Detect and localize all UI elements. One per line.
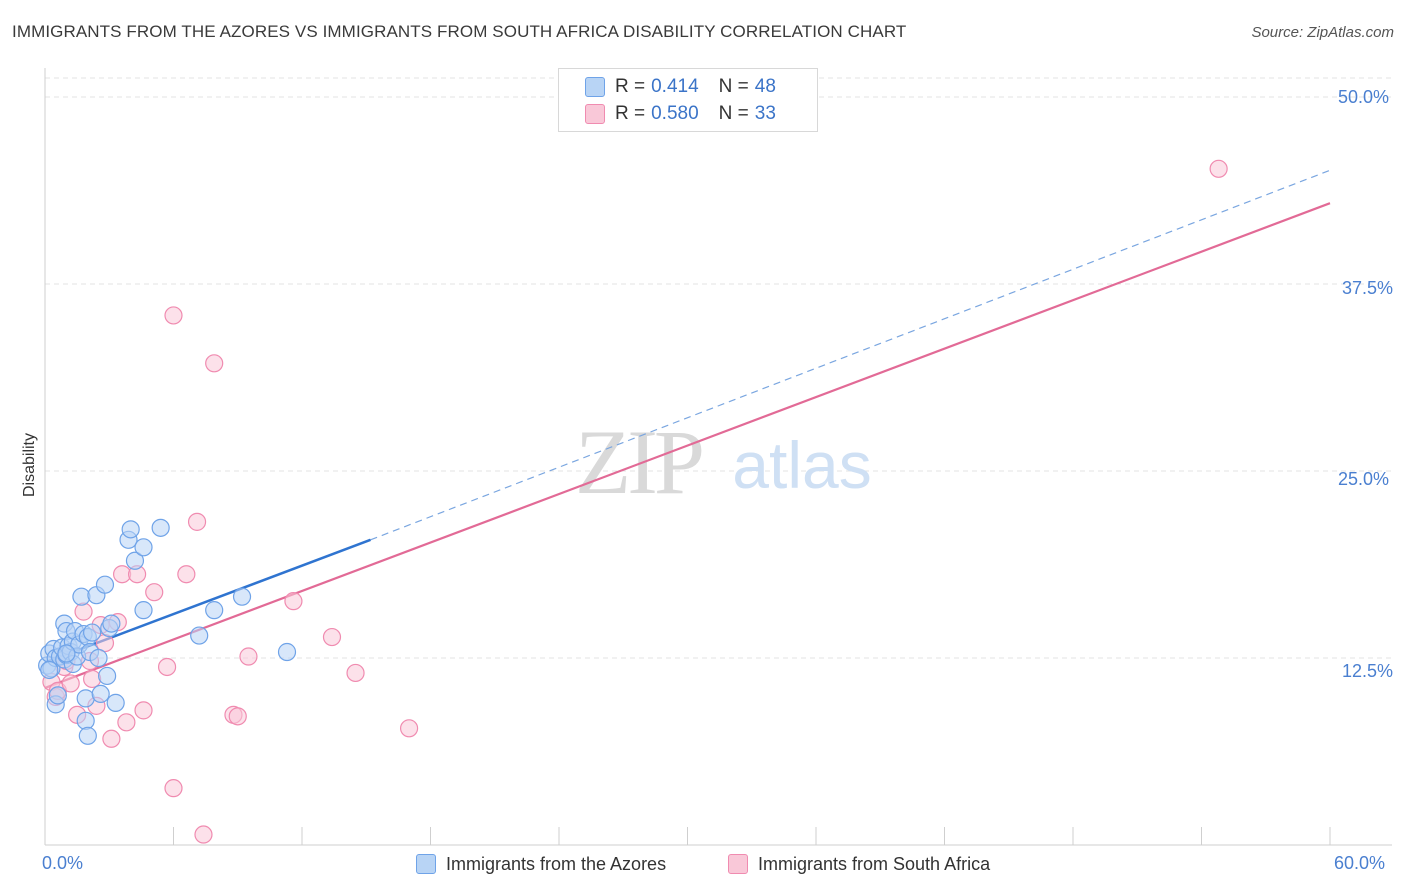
n-label: N = xyxy=(718,103,749,124)
data-point-south-africa xyxy=(74,602,93,621)
trend-line-azores-extended xyxy=(370,169,1331,541)
data-point-south-africa xyxy=(194,825,213,844)
data-point-south-africa xyxy=(102,729,121,748)
data-point-south-africa xyxy=(239,647,258,666)
r-label: R = xyxy=(615,103,646,124)
legend-row-south-africa: R = 0.580 N = 33 xyxy=(585,102,776,126)
grid-lines xyxy=(45,77,1392,659)
data-point-south-africa xyxy=(322,627,342,647)
data-point-azores xyxy=(134,601,153,620)
y-axis-label: Disability xyxy=(21,433,38,498)
legend-item-azores: Immigrants from the Azores xyxy=(416,852,666,876)
r-label: R = xyxy=(615,76,646,97)
data-point-south-africa xyxy=(205,354,224,373)
data-point-azores xyxy=(48,686,67,705)
legend-label: Immigrants from the Azores xyxy=(446,853,667,874)
watermark: ZIP atlas xyxy=(575,411,872,513)
data-point-south-africa xyxy=(177,565,196,584)
source-label: Source: ZipAtlas.com xyxy=(1251,24,1394,41)
axes xyxy=(44,68,1392,846)
watermark-atlas: atlas xyxy=(732,428,871,502)
data-point-south-africa xyxy=(157,657,177,677)
data-point-azores xyxy=(78,726,97,745)
y-tick-label: 25.0% xyxy=(1338,469,1390,489)
data-point-south-africa xyxy=(187,512,207,531)
x-tick-label: 0.0% xyxy=(42,853,84,873)
y-tick-label: 12.5% xyxy=(1342,661,1394,681)
data-point-south-africa xyxy=(134,701,153,720)
data-point-azores xyxy=(232,587,252,606)
data-point-south-africa xyxy=(228,707,247,726)
data-point-south-africa xyxy=(164,779,183,798)
legend-item-south-africa: Immigrants from South Africa xyxy=(728,852,990,876)
trend-line-south-africa xyxy=(44,202,1331,689)
data-point-azores xyxy=(57,644,76,663)
data-points xyxy=(38,159,1228,844)
chart-title: IMMIGRANTS FROM THE AZORES VS IMMIGRANTS… xyxy=(12,22,907,41)
data-point-azores xyxy=(95,575,115,594)
data-point-azores xyxy=(76,689,95,708)
y-tick-label: 37.5% xyxy=(1342,278,1394,298)
n-label: N = xyxy=(718,76,749,97)
legend-row-azores: R = 0.414 N = 48 xyxy=(585,75,776,99)
data-point-south-africa xyxy=(164,306,183,325)
data-point-azores xyxy=(190,626,209,645)
data-point-south-africa xyxy=(399,719,419,738)
legend-swatch-blue xyxy=(416,854,436,874)
data-point-south-africa xyxy=(145,583,164,602)
legend-label: Immigrants from South Africa xyxy=(758,853,991,874)
data-point-azores xyxy=(76,711,95,730)
data-point-south-africa xyxy=(61,674,80,693)
data-point-azores xyxy=(121,520,140,539)
stats-legend: R = 0.414 N = 48 R = 0.580 N = 33 xyxy=(558,68,818,132)
data-point-azores xyxy=(125,551,145,570)
x-tick-label: 60.0% xyxy=(1334,853,1386,873)
watermark-zip: ZIP xyxy=(575,411,702,513)
data-point-azores xyxy=(40,660,59,680)
data-point-azores xyxy=(102,614,121,633)
n-value: 33 xyxy=(754,103,776,124)
data-point-south-africa xyxy=(83,669,102,689)
data-point-azores xyxy=(83,623,102,642)
legend-swatch-blue xyxy=(585,77,605,97)
r-value: 0.580 xyxy=(651,103,699,124)
data-point-azores xyxy=(89,648,108,668)
data-point-south-africa xyxy=(117,713,136,732)
data-point-south-africa xyxy=(1209,159,1228,178)
data-point-south-africa xyxy=(284,592,303,611)
data-point-azores xyxy=(277,642,297,662)
data-point-azores xyxy=(91,684,110,704)
data-point-azores xyxy=(205,601,224,620)
legend-swatch-pink xyxy=(728,854,748,874)
data-point-azores xyxy=(151,518,170,537)
data-point-azores xyxy=(72,587,91,606)
data-point-azores xyxy=(134,538,153,557)
n-value: 48 xyxy=(754,76,776,97)
data-point-azores xyxy=(106,693,125,712)
data-point-south-africa xyxy=(346,663,365,683)
y-tick-label: 50.0% xyxy=(1338,87,1390,107)
r-value: 0.414 xyxy=(651,76,699,97)
legend-swatch-pink xyxy=(585,104,605,124)
data-point-azores xyxy=(98,666,117,686)
